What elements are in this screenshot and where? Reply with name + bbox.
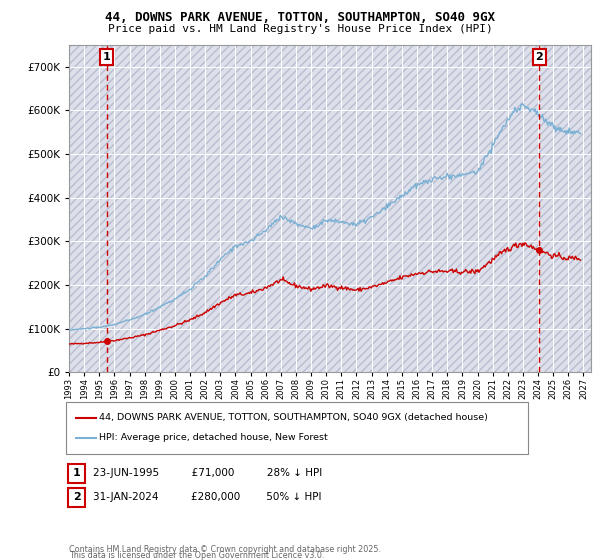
Text: 2: 2 [73,492,80,502]
Text: 2: 2 [535,52,543,62]
Text: This data is licensed under the Open Government Licence v3.0.: This data is licensed under the Open Gov… [69,551,325,560]
Text: 44, DOWNS PARK AVENUE, TOTTON, SOUTHAMPTON, SO40 9GX (detached house): 44, DOWNS PARK AVENUE, TOTTON, SOUTHAMPT… [99,413,488,422]
Text: HPI: Average price, detached house, New Forest: HPI: Average price, detached house, New … [99,433,328,442]
Text: 23-JUN-1995          £71,000          28% ↓ HPI: 23-JUN-1995 £71,000 28% ↓ HPI [93,468,322,478]
Text: 1: 1 [103,52,110,62]
Text: 1: 1 [73,468,80,478]
Text: 44, DOWNS PARK AVENUE, TOTTON, SOUTHAMPTON, SO40 9GX: 44, DOWNS PARK AVENUE, TOTTON, SOUTHAMPT… [105,11,495,24]
Text: Price paid vs. HM Land Registry's House Price Index (HPI): Price paid vs. HM Land Registry's House … [107,24,493,34]
Text: Contains HM Land Registry data © Crown copyright and database right 2025.: Contains HM Land Registry data © Crown c… [69,545,381,554]
Text: 31-JAN-2024          £280,000        50% ↓ HPI: 31-JAN-2024 £280,000 50% ↓ HPI [93,492,322,502]
